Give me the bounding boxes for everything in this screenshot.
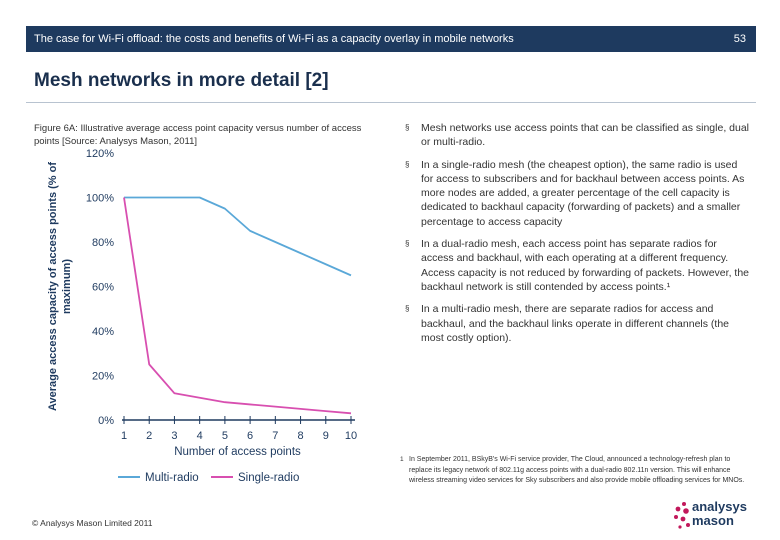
bullet-marker: § <box>405 159 410 169</box>
y-tick-label: 100% <box>86 193 114 205</box>
y-axis-title: Average access capacity of access points… <box>47 162 73 411</box>
logo-wordmark: analysys mason <box>692 500 747 528</box>
bullet-text: Mesh networks use access points that can… <box>421 122 750 149</box>
y-tick-label: 0% <box>98 415 114 427</box>
x-tick-label: 3 <box>171 430 177 442</box>
bullet-marker: § <box>405 239 410 249</box>
figure-caption: Figure 6A: Illustrative average access p… <box>34 123 362 147</box>
bullet-item: § In a single-radio mesh (the cheapest op… <box>405 158 750 229</box>
x-tick-label: 5 <box>222 430 228 442</box>
bullet-item: § In a dual-radio mesh, each access point… <box>405 237 750 294</box>
y-tick-label: 20% <box>92 371 114 383</box>
bullet-text: In a single-radio mesh (the cheapest opt… <box>421 158 745 228</box>
bullet-item: § Mesh networks use access points that ca… <box>405 121 750 150</box>
footnote-number: 1 <box>400 456 404 463</box>
y-tick-label: 120% <box>86 148 114 160</box>
bullet-item: § In a multi-radio mesh, there are separa… <box>405 302 750 345</box>
logo-line-2: mason <box>692 513 734 528</box>
y-tick-label: 40% <box>92 326 114 338</box>
x-tick-label: 2 <box>146 430 152 442</box>
bullet-text: In a multi-radio mesh, there are separat… <box>421 303 730 344</box>
header-text: The case for Wi-Fi offload: the costs an… <box>34 33 514 45</box>
legend-label: Multi-radio <box>145 472 199 484</box>
series-line-multi-radio <box>124 196 352 277</box>
slide-title: Mesh networks in more detail [2] <box>34 70 329 91</box>
x-tick-label: 6 <box>247 430 253 442</box>
bullet-list: § Mesh networks use access points that ca… <box>405 121 750 353</box>
bullet-marker: § <box>405 123 410 132</box>
x-tick-label: 9 <box>323 430 329 442</box>
x-axis-title: Number of access points <box>174 446 301 458</box>
x-tick-label: 7 <box>272 430 278 442</box>
page-number: 53 <box>733 33 746 45</box>
footnote: 1 In September 2011, BSkyB's Wi-Fi servi… <box>400 455 748 487</box>
copyright: © Analysys Mason Limited 2011 <box>32 518 153 528</box>
x-tick-label: 1 <box>121 430 127 442</box>
x-tick-label: 10 <box>345 430 357 442</box>
bullet-marker: § <box>405 304 410 314</box>
series-line-single-radio <box>123 197 352 415</box>
capacity-line-chart: 0% 20% 40% 60% 80% 100% 120% 1 2 3 4 5 6 7 8 9 10 Number … <box>47 148 357 484</box>
y-tick-label: 60% <box>92 282 114 294</box>
legend-label: Single-radio <box>238 472 299 484</box>
analysys-mason-logo: analysys mason <box>672 500 752 532</box>
logo-dots-icon <box>674 502 690 529</box>
logo-line-1: analysys <box>692 499 747 514</box>
x-tick-label: 8 <box>297 430 303 442</box>
header-bar: The case for Wi-Fi offload: the costs an… <box>26 26 756 52</box>
x-tick-label: 4 <box>197 430 203 442</box>
title-divider <box>26 102 756 103</box>
footnote-text: In September 2011, BSkyB's Wi-Fi service… <box>409 456 745 484</box>
bullet-text: In a dual-radio mesh, each access point … <box>421 238 749 293</box>
y-tick-label: 80% <box>92 237 114 249</box>
